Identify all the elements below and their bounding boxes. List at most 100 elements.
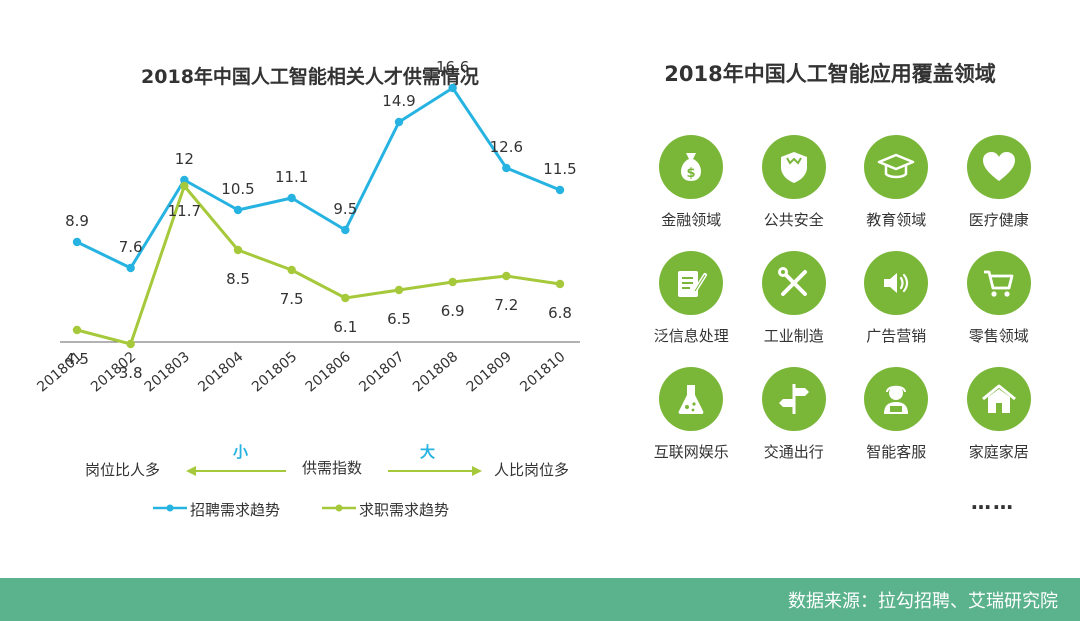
domain-advertising: 广告营销 — [845, 251, 948, 367]
data-point-demand — [394, 117, 404, 127]
domain-label: 互联网娱乐 — [653, 443, 729, 461]
data-point-demand — [287, 193, 296, 203]
supply-demand-scale: 岗位比人多 小 供需指数 大 人比岗位多 — [0, 443, 640, 505]
speaker-icon — [884, 273, 909, 293]
domain-label: 零售领域 — [968, 327, 1029, 345]
domain-info-processing: 泛信息处理 — [640, 251, 743, 367]
chart-legend: 招聘需求趋势 求职需求趋势 — [0, 496, 640, 526]
small-mark: 小 — [233, 443, 249, 461]
domains-title: 2018年中国人工智能应用覆盖领域 — [664, 62, 996, 86]
source-note: 数据来源：拉勾招聘、艾瑞研究院 — [788, 591, 1058, 612]
data-point-supply — [72, 325, 82, 335]
x-tick-label: 201808 — [410, 349, 461, 396]
data-label-supply: 11.7 — [168, 202, 201, 220]
data-point-supply — [555, 279, 565, 289]
domain-label: 教育领域 — [866, 211, 927, 229]
domain-manufacturing: 工业制造 — [743, 251, 846, 367]
domain-label: 泛信息处理 — [653, 327, 729, 345]
data-label-supply: 4.5 — [65, 350, 89, 368]
center-scale-label: 供需指数 — [302, 459, 363, 477]
domain-finance: $ 金融领域 — [640, 135, 743, 251]
data-label-demand: 11.5 — [543, 160, 576, 178]
data-label-supply: 6.9 — [441, 302, 465, 320]
domain-label: 广告营销 — [866, 327, 927, 345]
legend-demand-label: 招聘需求趋势 — [190, 501, 281, 519]
data-label-demand: 12.6 — [490, 138, 523, 156]
data-point-demand — [502, 163, 511, 173]
data-label-supply: 6.5 — [387, 310, 411, 328]
legend-demand-marker — [153, 504, 187, 512]
data-label-demand: 10.5 — [221, 180, 254, 198]
data-point-supply — [233, 245, 243, 255]
data-point-supply — [126, 339, 135, 349]
data-label-demand: 11.1 — [275, 168, 308, 186]
domain-label: 工业制造 — [763, 327, 824, 345]
data-label-supply: 6.1 — [333, 318, 357, 336]
domain-transportation: 交通出行 — [743, 367, 846, 483]
domain-label: 医疗健康 — [968, 211, 1029, 229]
x-tick-label: 201803 — [142, 349, 193, 396]
data-label-supply: 7.5 — [280, 290, 304, 308]
data-point-demand — [448, 83, 457, 93]
data-label-supply: 6.8 — [548, 304, 572, 322]
domain-label: 家庭家居 — [968, 443, 1029, 461]
tools-icon — [777, 267, 807, 296]
data-label-supply: 3.8 — [119, 364, 143, 382]
domain-label: 智能客服 — [866, 443, 927, 461]
domain-grid: $ 金融领域 公共安全 教育领域 医疗健康 — [640, 135, 1050, 475]
domain-label: 公共安全 — [763, 211, 824, 229]
legend-supply-marker — [322, 504, 356, 512]
domain-internet-entertainment: 互联网娱乐 — [640, 367, 743, 483]
domain-healthcare: 医疗健康 — [948, 135, 1051, 251]
more-domains: …… — [971, 490, 1015, 514]
data-label-demand: 12 — [175, 150, 194, 168]
data-point-supply — [180, 181, 189, 191]
shield-icon — [780, 152, 807, 183]
data-label-demand: 7.6 — [119, 238, 143, 256]
left-scale-label: 岗位比人多 — [85, 461, 161, 479]
data-point-supply — [502, 271, 511, 281]
data-point-demand — [126, 263, 135, 273]
data-label-demand: 14.9 — [382, 92, 415, 110]
data-label-supply: 8.5 — [226, 270, 250, 288]
series-line-supply — [76, 184, 561, 346]
data-label-demand: 16.6 — [436, 58, 469, 76]
x-tick-label: 201809 — [464, 349, 515, 396]
data-point-demand — [233, 205, 243, 215]
flask-icon — [678, 385, 704, 414]
data-point-demand — [72, 237, 82, 247]
domain-retail: 零售领域 — [948, 251, 1051, 367]
data-label-demand: 8.9 — [65, 212, 89, 230]
data-point-supply — [394, 285, 404, 295]
footer-bar: 数据来源：拉勾招聘、艾瑞研究院 — [0, 578, 1080, 621]
data-point-supply — [341, 293, 350, 303]
series-line-demand — [76, 86, 561, 270]
domain-education: 教育领域 — [845, 135, 948, 251]
graduation-cap-icon — [878, 153, 915, 179]
legend-supply-label: 求职需求趋势 — [359, 501, 450, 519]
domain-label: 金融领域 — [661, 211, 722, 229]
agent-icon — [884, 385, 909, 414]
data-point-demand — [341, 225, 350, 235]
data-point-supply — [287, 265, 296, 275]
x-tick-label: 201806 — [303, 349, 354, 396]
domain-public-security: 公共安全 — [743, 135, 846, 251]
heart-icon — [982, 152, 1015, 181]
domain-smart-home: 家庭家居 — [948, 367, 1051, 483]
data-label-supply: 7.2 — [494, 296, 518, 314]
data-point-demand — [180, 175, 189, 185]
chart-title: 2018年中国人工智能相关人才供需情况 — [141, 66, 479, 88]
home-icon — [981, 384, 1016, 413]
left-arrow-icon — [186, 466, 286, 476]
domain-label: 交通出行 — [763, 443, 824, 461]
domain-customer-service: 智能客服 — [845, 367, 948, 483]
svg-text:$: $ — [687, 166, 696, 181]
right-arrow-icon — [388, 466, 482, 476]
data-label-demand: 9.5 — [333, 200, 357, 218]
x-tick-label: 201805 — [249, 349, 300, 396]
data-point-demand — [555, 185, 565, 195]
document-pen-icon — [678, 271, 708, 297]
money-bag-icon: $ — [681, 153, 702, 181]
x-tick-label: 201807 — [356, 349, 407, 396]
shopping-cart-icon — [983, 270, 1014, 297]
